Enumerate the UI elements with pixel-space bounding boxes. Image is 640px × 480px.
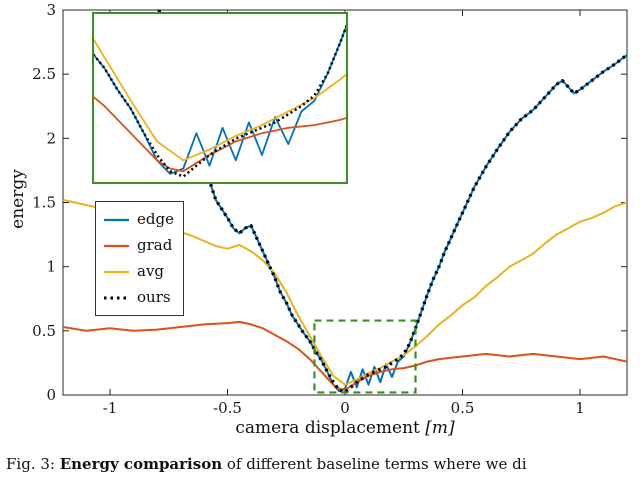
- caption-rest: of different baseline terms where we di: [222, 455, 527, 473]
- zoom-region-rect: [313, 319, 417, 394]
- y-axis-label: energy: [8, 169, 28, 229]
- x-tick-label: -1: [103, 399, 118, 417]
- series-ours-line: [157, 10, 627, 394]
- y-tick-label: 0.5: [32, 322, 56, 340]
- series-grad-line: [63, 320, 627, 391]
- y-tick-label: 3: [46, 1, 56, 19]
- figure-caption: Fig. 3: Energy comparison of different b…: [6, 455, 638, 473]
- x-tick-label: -0.5: [213, 399, 242, 417]
- y-tick-label: 1: [46, 258, 56, 276]
- legend-line-grad: [104, 244, 129, 247]
- inset-plot-canvas: [0, 0, 640, 178]
- x-axis-unit: [m]: [425, 418, 455, 438]
- inset-series-ours-line: [56, 0, 358, 178]
- legend-line-ours: [104, 296, 129, 299]
- y-tick-label: 0: [46, 386, 56, 404]
- legend: edge grad avg ours: [95, 201, 184, 316]
- y-tick-label: 1.5: [32, 194, 56, 212]
- inset-series-avg-line: [69, 0, 438, 162]
- y-tick-label: 2.5: [32, 65, 56, 83]
- inset-series-edge-line: [57, 0, 358, 175]
- x-axis-label: camera displacement [m]: [63, 418, 627, 438]
- x-axis-label-text: camera displacement: [235, 418, 420, 438]
- legend-label-avg: avg: [137, 262, 165, 280]
- inset-zoom-plot: [0, 0, 640, 184]
- y-tick-label: 2: [46, 129, 56, 147]
- main-plot: -1 -0.5 0 0.5 1 0 0.5 1 1.5 2 2.5 3: [32, 1, 628, 417]
- legend-label-ours: ours: [137, 288, 171, 306]
- x-tick-label: 0.5: [451, 399, 475, 417]
- legend-item-grad: grad: [103, 233, 174, 258]
- legend-line-edge: [104, 218, 129, 221]
- legend-line-avg: [104, 270, 129, 273]
- legend-label-grad: grad: [137, 236, 173, 254]
- series-avg-line: [63, 198, 627, 386]
- caption-prefix: Fig. 3:: [6, 455, 60, 473]
- caption-bold: Energy comparison: [59, 455, 223, 473]
- legend-item-avg: avg: [103, 259, 174, 284]
- x-tick-label: 1: [575, 399, 585, 417]
- legend-item-ours: ours: [103, 285, 174, 310]
- x-tick-label: 0: [340, 399, 350, 417]
- series-edge-line: [157, 10, 627, 393]
- legend-label-edge: edge: [137, 210, 174, 228]
- legend-item-edge: edge: [103, 207, 174, 232]
